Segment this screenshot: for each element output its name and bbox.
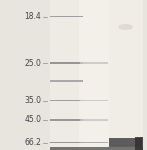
Text: 25.0: 25.0 xyxy=(24,58,41,68)
Bar xyxy=(80,142,108,143)
Bar xyxy=(50,80,83,82)
Bar xyxy=(80,119,108,121)
Bar xyxy=(135,136,143,150)
Bar xyxy=(50,16,83,17)
Bar xyxy=(109,140,142,145)
Bar xyxy=(50,100,83,101)
Bar xyxy=(80,62,108,64)
Bar xyxy=(80,100,108,101)
Bar xyxy=(50,80,83,82)
Bar xyxy=(50,16,83,17)
Bar xyxy=(80,142,108,143)
Bar xyxy=(109,139,142,146)
Bar xyxy=(50,100,83,101)
Bar xyxy=(50,80,83,81)
Bar xyxy=(50,16,83,17)
Bar xyxy=(80,100,108,101)
Bar xyxy=(50,16,83,17)
Bar xyxy=(80,100,108,101)
Bar xyxy=(50,142,83,143)
Bar xyxy=(80,62,108,64)
Bar xyxy=(50,119,83,121)
Bar xyxy=(50,119,83,121)
Bar xyxy=(80,142,108,143)
Bar xyxy=(50,62,83,64)
Bar xyxy=(109,0,143,150)
Bar xyxy=(50,62,83,64)
Bar xyxy=(50,62,83,64)
Text: 66.2: 66.2 xyxy=(24,138,41,147)
Bar xyxy=(80,142,108,143)
Bar xyxy=(80,142,108,143)
Bar xyxy=(50,80,83,82)
Text: 45.0: 45.0 xyxy=(24,116,41,124)
Bar xyxy=(50,142,83,143)
Bar xyxy=(50,142,83,143)
Bar xyxy=(50,142,83,143)
Bar xyxy=(50,62,83,64)
Bar xyxy=(50,16,83,17)
Bar xyxy=(50,119,83,121)
Bar xyxy=(80,119,108,121)
Bar xyxy=(80,100,108,101)
Bar xyxy=(80,142,108,143)
Bar xyxy=(50,100,83,101)
Bar xyxy=(50,100,83,101)
Bar xyxy=(50,0,143,150)
Bar xyxy=(50,100,83,101)
Bar xyxy=(80,142,108,143)
Bar xyxy=(50,80,83,82)
Bar xyxy=(80,62,108,64)
Bar xyxy=(50,100,83,101)
Bar xyxy=(50,0,79,150)
Bar xyxy=(50,80,83,82)
Bar xyxy=(50,147,143,150)
Bar xyxy=(50,16,83,17)
Bar xyxy=(50,62,83,64)
Bar xyxy=(80,142,108,143)
Bar xyxy=(80,100,108,101)
Bar xyxy=(109,138,142,147)
Bar xyxy=(50,142,83,143)
Bar xyxy=(50,16,83,17)
Ellipse shape xyxy=(118,24,133,30)
Bar xyxy=(50,62,83,64)
Bar xyxy=(80,100,108,101)
Bar xyxy=(50,62,83,64)
Bar xyxy=(50,142,83,143)
Bar xyxy=(80,62,108,64)
Bar xyxy=(109,139,142,146)
Text: 35.0: 35.0 xyxy=(24,96,41,105)
Bar xyxy=(50,119,83,121)
Bar xyxy=(50,100,83,101)
Bar xyxy=(50,119,83,121)
Bar xyxy=(109,140,142,145)
Bar xyxy=(80,100,108,101)
Bar xyxy=(50,142,83,143)
Bar xyxy=(50,142,83,143)
Bar xyxy=(109,139,142,146)
Bar xyxy=(80,100,108,101)
Bar xyxy=(109,140,142,145)
Bar xyxy=(50,16,83,17)
Bar xyxy=(50,142,83,143)
Bar xyxy=(80,100,108,101)
Bar xyxy=(80,119,108,121)
Bar xyxy=(80,142,108,143)
Bar xyxy=(80,100,108,101)
Bar xyxy=(50,100,83,101)
Bar xyxy=(109,141,142,144)
Bar xyxy=(80,119,108,121)
Bar xyxy=(50,16,83,17)
Bar xyxy=(50,119,83,121)
Bar xyxy=(50,100,83,101)
Bar xyxy=(50,16,83,17)
Text: 18.4: 18.4 xyxy=(24,12,41,21)
Bar xyxy=(109,141,142,144)
Bar xyxy=(50,100,83,101)
Bar xyxy=(79,0,109,150)
Bar xyxy=(50,142,83,143)
Bar xyxy=(109,141,142,144)
Bar xyxy=(80,142,108,143)
